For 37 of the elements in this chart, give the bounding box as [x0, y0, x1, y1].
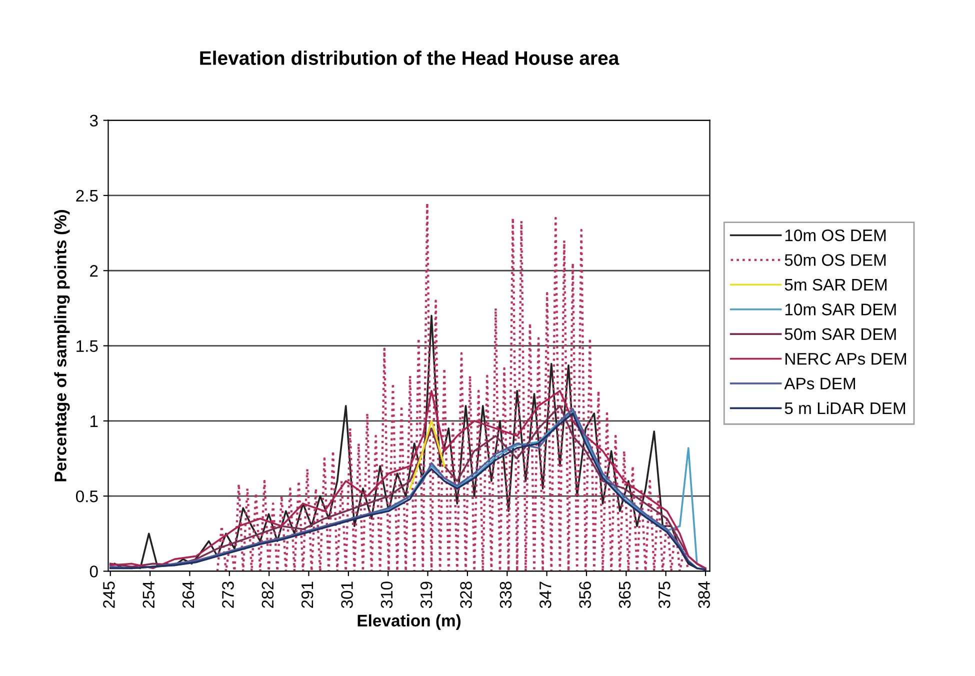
y-tick-label: 2.5 — [76, 190, 98, 202]
chart-title: Elevation distribution of the Head House area — [200, 50, 620, 65]
x-tick-label: 282 — [262, 582, 274, 608]
x-tick-label: 347 — [539, 582, 552, 608]
y-tick-label: 0 — [90, 566, 98, 578]
line-series — [216, 202, 690, 572]
x-tick-label: 319 — [420, 582, 432, 608]
x-tick-label: 338 — [500, 582, 512, 608]
x-tick-label: 365 — [618, 582, 631, 608]
y-tick-label: 3 — [90, 114, 98, 127]
y-tick-label: 1 — [90, 415, 98, 427]
x-axis-title: Elevation (m) — [358, 614, 461, 630]
x-tick-label: 356 — [579, 582, 591, 608]
legend-label: 50m OS DEM — [784, 254, 886, 266]
legend-label: APs DEM — [784, 378, 856, 390]
x-tick-label: 375 — [658, 582, 670, 608]
x-tick-label: 328 — [460, 582, 472, 608]
y-tick-label: 1.5 — [76, 340, 98, 352]
legend-label: 10m OS DEM — [785, 229, 886, 242]
x-tick-label: 254 — [142, 581, 155, 608]
line-series — [409, 420, 446, 490]
x-tick-label: 310 — [380, 582, 393, 608]
legend-label: 5m SAR DEM — [784, 278, 886, 291]
legend-label: 5 m LiDAR DEM — [784, 402, 906, 414]
x-tick-label: 273 — [222, 582, 234, 608]
legend-label: 10m SAR DEM — [785, 304, 896, 316]
legend-label: 50m SAR DEM — [784, 328, 896, 340]
legend-label: NERC APs DEM — [786, 352, 906, 365]
x-tick-label: 245 — [103, 582, 115, 608]
y-tick-label: 2 — [90, 265, 98, 277]
x-tick-label: 384 — [698, 581, 710, 608]
x-tick-label: 264 — [182, 581, 194, 608]
y-tick-label: 0.5 — [76, 490, 98, 502]
x-tick-label: 301 — [341, 582, 353, 608]
line-series — [114, 314, 698, 570]
x-tick-label: 291 — [301, 582, 314, 608]
y-axis-title: Percentage of sampling points (%) — [54, 210, 70, 482]
